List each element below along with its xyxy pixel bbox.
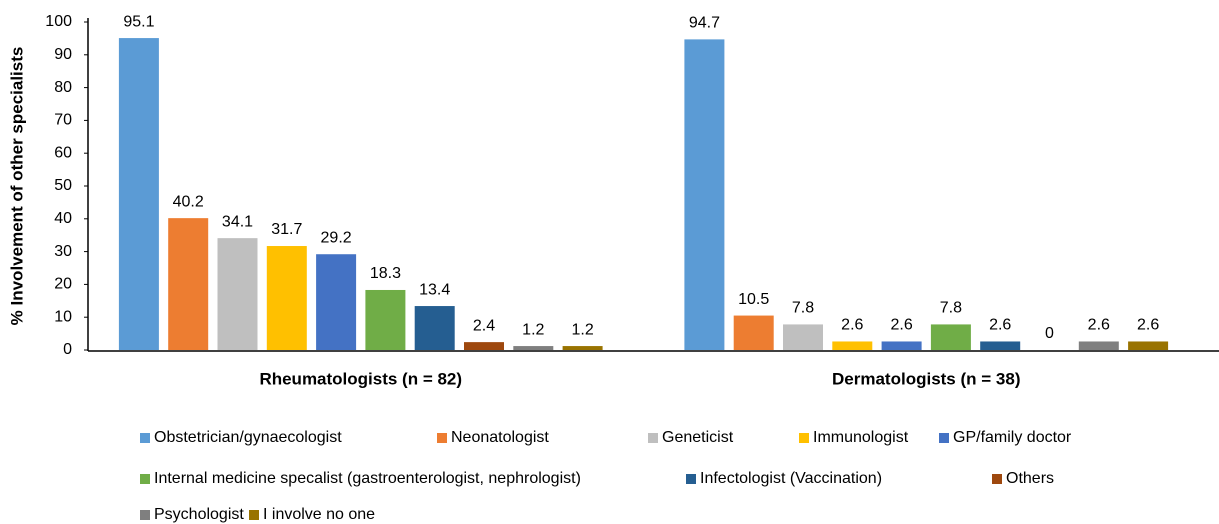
data-label: 0 [1045, 325, 1054, 342]
data-label: 13.4 [419, 281, 450, 298]
data-label: 7.8 [940, 300, 962, 317]
legend-label: Obstetrician/gynaecologist [154, 429, 342, 446]
bar [316, 254, 357, 350]
data-label: 1.2 [522, 321, 544, 338]
data-label: 2.6 [1088, 317, 1110, 334]
y-tick-label: 10 [54, 308, 72, 325]
legend-label: Immunologist [813, 429, 909, 446]
y-tick-label: 90 [54, 46, 72, 63]
legend-swatch [437, 433, 447, 443]
y-tick-label: 20 [54, 276, 72, 293]
data-label: 95.1 [123, 13, 154, 30]
y-tick-label: 30 [54, 243, 72, 260]
legend-label: Psychologist [154, 506, 244, 523]
bar [733, 315, 774, 350]
legend-label: Others [1006, 470, 1054, 487]
legend-swatch [799, 433, 809, 443]
y-tick-label: 80 [54, 79, 72, 96]
data-label: 2.6 [890, 317, 912, 334]
y-tick-label: 70 [54, 112, 72, 129]
bar [414, 306, 455, 350]
legend-label: Neonatologist [451, 429, 549, 446]
legend-label: Internal medicine specalist (gastroenter… [154, 470, 581, 487]
y-tick-label: 50 [54, 177, 72, 194]
legend-label: Infectologist (Vaccination) [700, 470, 882, 487]
legend-swatch [648, 433, 658, 443]
data-label: 31.7 [271, 221, 302, 238]
data-label: 7.8 [792, 300, 814, 317]
legend-swatch [686, 474, 696, 484]
y-tick-label: 0 [63, 341, 72, 358]
bar [783, 324, 823, 350]
bar [266, 246, 307, 350]
bar [562, 346, 603, 350]
data-label: 29.2 [321, 229, 352, 246]
data-label: 10.5 [738, 291, 769, 308]
legend-swatch [992, 474, 1002, 484]
data-label: 2.6 [841, 317, 863, 334]
data-label: 40.2 [173, 193, 204, 210]
data-label: 1.2 [571, 321, 593, 338]
bar [980, 341, 1021, 350]
legend-label: GP/family doctor [953, 429, 1072, 446]
bar [168, 218, 209, 350]
bar [513, 346, 554, 350]
bar [1078, 341, 1119, 350]
y-tick-label: 100 [45, 13, 72, 30]
data-label: 2.6 [1137, 317, 1159, 334]
bar [832, 341, 873, 350]
legend-label: I involve no one [263, 506, 375, 523]
bar [684, 39, 725, 350]
legend-swatch [249, 510, 259, 520]
data-label: 2.4 [473, 317, 495, 334]
bar [217, 238, 258, 350]
bar [464, 342, 504, 350]
data-label: 2.6 [989, 317, 1011, 334]
data-label: 18.3 [370, 265, 401, 282]
bar [1128, 341, 1169, 350]
bar [118, 38, 159, 351]
y-axis-label: % Involvement of other specialists [7, 47, 26, 326]
legend-swatch [140, 474, 150, 484]
data-label: 94.7 [689, 15, 720, 32]
bar [930, 324, 971, 350]
y-tick-label: 40 [54, 210, 72, 227]
data-label: 34.1 [222, 213, 253, 230]
legend-swatch [939, 433, 949, 443]
legend-swatch [140, 433, 150, 443]
x-tick-label: Rheumatologists (n = 82) [259, 369, 462, 388]
bar [365, 289, 406, 350]
bar [881, 341, 922, 350]
y-tick-label: 60 [54, 144, 72, 161]
legend-label: Geneticist [662, 429, 734, 446]
x-tick-label: Dermatologists (n = 38) [832, 369, 1020, 388]
legend-swatch [140, 510, 150, 520]
